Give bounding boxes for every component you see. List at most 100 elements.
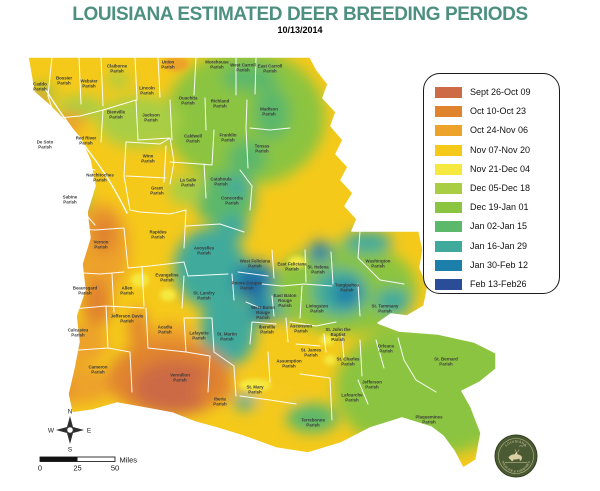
parish-label: Calcasieu Parish	[68, 328, 89, 338]
parish-label: East Carroll Parish	[258, 64, 283, 74]
parish-label: St. John the Baptist Parish	[325, 327, 351, 342]
parish-label: Ascension Parish	[290, 324, 313, 334]
parish-label: Jackson Parish	[142, 113, 160, 123]
legend-item: Dec 19-Jan 01	[435, 198, 555, 217]
compass-hub	[66, 426, 74, 434]
parish-label: Bossier Parish	[56, 76, 72, 86]
parish-label: Union Parish	[161, 60, 175, 70]
legend-item: Oct 24-Nov 06	[435, 121, 555, 140]
parish-label: Bienville Parish	[107, 110, 126, 120]
legend-label: Jan 30-Feb 12	[470, 259, 529, 270]
parish-label: East Feliciana Parish	[277, 262, 307, 272]
map-date: 10/13/2014	[277, 25, 323, 35]
parish-label: West Carroll Parish	[230, 63, 256, 73]
parish-label: Beauregard Parish	[73, 286, 98, 296]
parish-label: Catahoula Parish	[210, 177, 232, 187]
breeding-period-zone	[55, 111, 85, 133]
page-title: LOUISIANA ESTIMATED DEER BREEDING PERIOD…	[72, 4, 528, 25]
parish-label: Orleans Parish	[378, 344, 395, 354]
parish-label: Iberia Parish	[213, 397, 227, 407]
breeding-period-zone	[332, 282, 360, 306]
scale-tick-25: 25	[73, 464, 81, 473]
compass-east-label: E	[87, 428, 92, 435]
legend-swatch	[435, 183, 462, 195]
parish-label: Tensas Parish	[255, 144, 270, 154]
scale-tick-50: 50	[111, 464, 119, 473]
legend-label: Nov 07-Nov 20	[470, 144, 531, 155]
breeding-period-zone	[92, 213, 116, 253]
parish-label: De Soto Parish	[37, 140, 54, 150]
parish-label: Acadia Parish	[158, 325, 173, 335]
legend-label: Oct 24-Nov 06	[470, 125, 529, 136]
scale-bar-filled	[40, 457, 78, 462]
legend-swatch	[435, 163, 462, 175]
legend: Sept 26-Oct 09 Oct 10-Oct 23 Oct 24-Nov 06…	[423, 73, 560, 294]
breeding-period-zone	[168, 175, 204, 205]
parish-label: La Salle Parish	[180, 178, 197, 188]
parish-label: Webster Parish	[80, 79, 98, 89]
parish-label: Washington Parish	[366, 259, 391, 269]
legend-swatch	[435, 144, 462, 156]
legend-swatch	[435, 278, 462, 290]
parish-label: East Baton Rouge Parish	[274, 293, 297, 308]
parish-label: Assumption Parish	[276, 359, 302, 369]
parish-label: Iberville Parish	[259, 325, 276, 335]
breeding-period-zone	[98, 96, 182, 148]
legend-label: Jan 02-Jan 15	[470, 221, 528, 232]
parish-label: Richland Parish	[211, 99, 230, 109]
parish-label: Franklin Parish	[219, 133, 236, 143]
legend-label: Dec 05-Dec 18	[470, 183, 531, 194]
parish-label: Vernon Parish	[94, 240, 109, 250]
legend-item: Jan 16-Jan 29	[435, 237, 555, 256]
parish-label: St. Mary Parish	[246, 385, 264, 395]
parish-label: West Feliciana Parish	[240, 259, 271, 269]
parish-label: Vermilion Parish	[170, 373, 190, 383]
parish-label: St. Charles Parish	[337, 357, 360, 367]
parish-label: Tangipahoa Parish	[335, 283, 360, 293]
parish-label: Allen Parish	[120, 286, 134, 296]
parish-label: Red River Parish	[76, 136, 97, 146]
parish-label: Lincoln Parish	[139, 86, 155, 96]
breeding-period-zone	[197, 377, 233, 403]
breeding-period-zone	[234, 394, 256, 410]
parish-label: St. Landry Parish	[193, 291, 215, 301]
legend-rows: Sept 26-Oct 09 Oct 10-Oct 23 Oct 24-Nov 06…	[435, 83, 555, 294]
parish-label: St. James Parish	[301, 348, 322, 358]
parish-label: West Baton Rouge Parish	[251, 305, 275, 320]
breeding-period-zone	[129, 308, 147, 348]
parish-label: Morehouse Parish	[205, 60, 229, 70]
breeding-period-zone	[39, 381, 71, 399]
scale-unit-label: Miles	[120, 456, 138, 465]
parish-label: Lafourche Parish	[341, 393, 363, 403]
parish-label: St. Bernard Parish	[434, 357, 458, 367]
scale-tick-0: 0	[38, 464, 42, 473]
parish-label: Cameron Parish	[88, 365, 107, 375]
parish-label: Lafayette Parish	[189, 331, 209, 341]
legend-label: Dec 19-Jan 01	[470, 202, 529, 213]
breeding-period-zone	[244, 279, 260, 293]
compass-rose: N S E W	[48, 409, 92, 454]
legend-item: Oct 10-Oct 23	[435, 102, 555, 121]
legend-label: Sept 26-Oct 09	[470, 87, 531, 98]
parish-label: St. Tammany Parish	[371, 304, 399, 314]
breeding-period-zone	[160, 289, 176, 301]
legend-swatch	[435, 87, 462, 99]
parish-label: Caldwell Parish	[184, 134, 202, 144]
parish-label: Madison Parish	[260, 107, 278, 117]
legend-item: Jan 30-Feb 12	[435, 256, 555, 275]
parish-label: Avoyelles Parish	[194, 246, 215, 256]
parish-label: Sabine Parish	[63, 195, 78, 205]
parish-label: Jefferson Parish	[362, 380, 382, 390]
breeding-period-zone	[173, 123, 217, 157]
legend-swatch	[435, 125, 462, 137]
breeding-period-zone	[106, 72, 130, 88]
legend-item: Nov 21-Dec 04	[435, 160, 555, 179]
parish-label: Concordia Parish	[221, 196, 243, 206]
parish-label: Jefferson Davis Parish	[111, 314, 144, 324]
breeding-period-zone	[131, 273, 149, 287]
breeding-period-zone	[286, 403, 338, 433]
breeding-period-zone	[254, 87, 290, 139]
legend-swatch	[435, 221, 462, 233]
